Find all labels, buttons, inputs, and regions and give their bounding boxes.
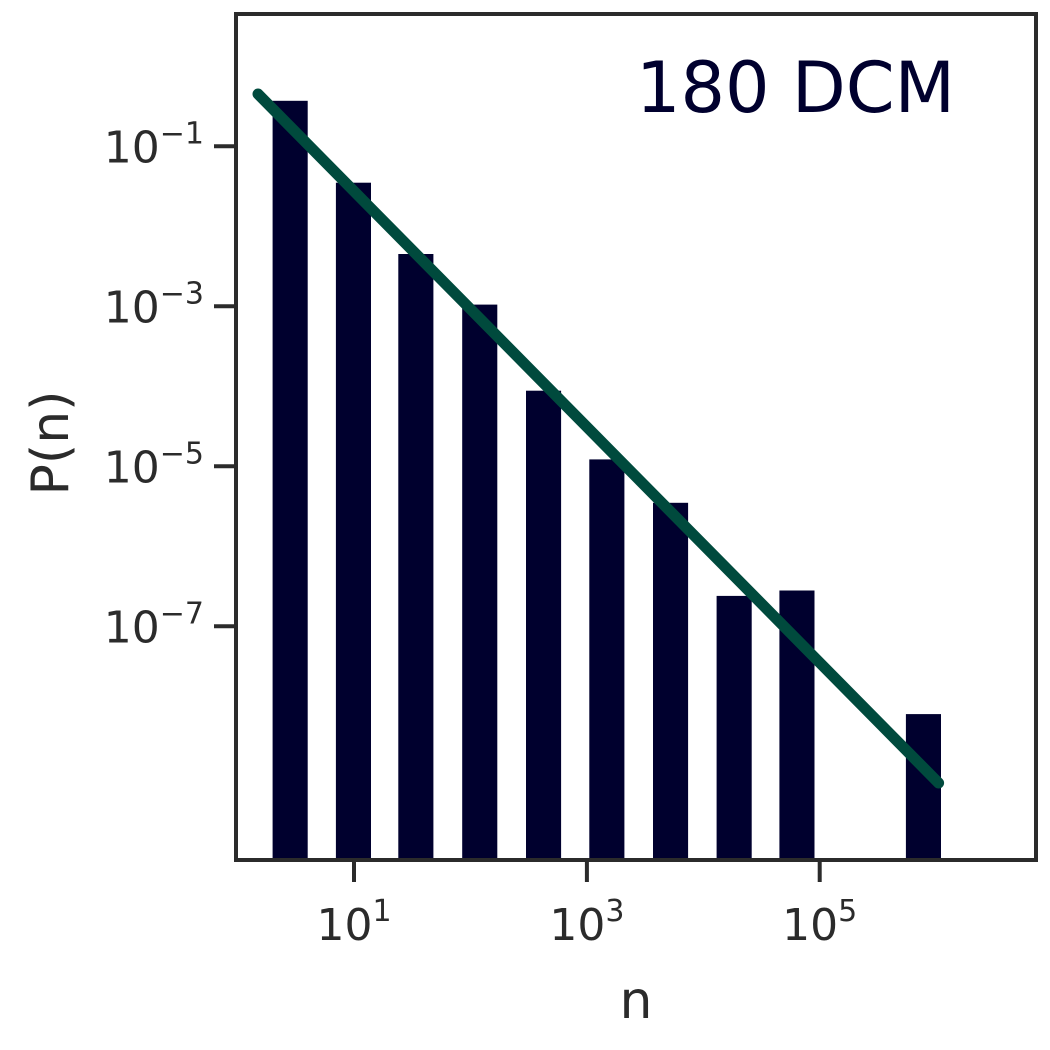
x-axis-label: n (620, 971, 653, 1031)
bar-7 (653, 502, 689, 860)
y-tick-label-2: 10−3 (104, 276, 204, 333)
y-tick-label-1: 10−1 (104, 116, 204, 173)
bar-8 (716, 595, 752, 860)
ticks-layer: 101 103 105 10−1 10−3 10−5 10−7 (104, 116, 857, 951)
x-tick-label-3: 105 (782, 894, 857, 951)
bars-layer (272, 100, 941, 861)
y-tick-label-4: 10−7 (104, 596, 204, 653)
chart-annotation: 180 DCM (636, 47, 955, 129)
y-axis-label: P(n) (21, 391, 81, 496)
fit-line (252, 88, 945, 789)
bar-4 (462, 304, 498, 861)
x-tick-label-1: 101 (316, 894, 391, 951)
bar-6 (589, 459, 625, 860)
y-tick-label-3: 10−5 (104, 436, 204, 493)
x-tick-label-2: 103 (549, 894, 624, 951)
plot-frame (234, 12, 1038, 862)
bar-1 (272, 100, 308, 861)
bar-5 (526, 390, 562, 860)
fit-layer (252, 88, 945, 789)
bar-2 (335, 182, 371, 860)
bar-3 (398, 254, 434, 860)
